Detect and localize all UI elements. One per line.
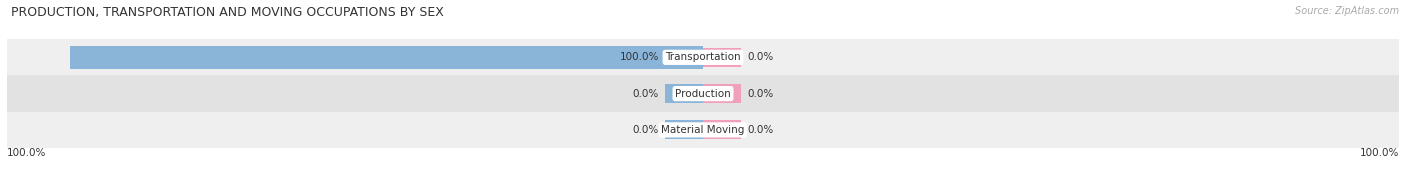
Bar (703, 120, 741, 139)
Bar (665, 48, 703, 67)
Bar (7, 112, 1399, 148)
Text: PRODUCTION, TRANSPORTATION AND MOVING OCCUPATIONS BY SEX: PRODUCTION, TRANSPORTATION AND MOVING OC… (11, 6, 444, 19)
Text: 0.0%: 0.0% (748, 89, 773, 99)
Text: 0.0%: 0.0% (748, 125, 773, 135)
Bar (665, 84, 703, 103)
Text: 100.0%: 100.0% (7, 148, 46, 158)
Bar (665, 120, 703, 139)
Text: 0.0%: 0.0% (748, 52, 773, 62)
Text: Production: Production (675, 89, 731, 99)
Text: 0.0%: 0.0% (633, 89, 658, 99)
Text: 0.0%: 0.0% (633, 125, 658, 135)
Bar (7, 39, 1399, 75)
Text: Source: ZipAtlas.com: Source: ZipAtlas.com (1295, 6, 1399, 16)
Text: Material Moving: Material Moving (661, 125, 745, 135)
Text: 100.0%: 100.0% (1360, 148, 1399, 158)
Bar (703, 84, 741, 103)
Bar (7, 75, 1399, 112)
Bar (703, 48, 741, 67)
Bar (70, 46, 703, 69)
Text: Transportation: Transportation (665, 52, 741, 62)
Text: 100.0%: 100.0% (619, 52, 658, 62)
